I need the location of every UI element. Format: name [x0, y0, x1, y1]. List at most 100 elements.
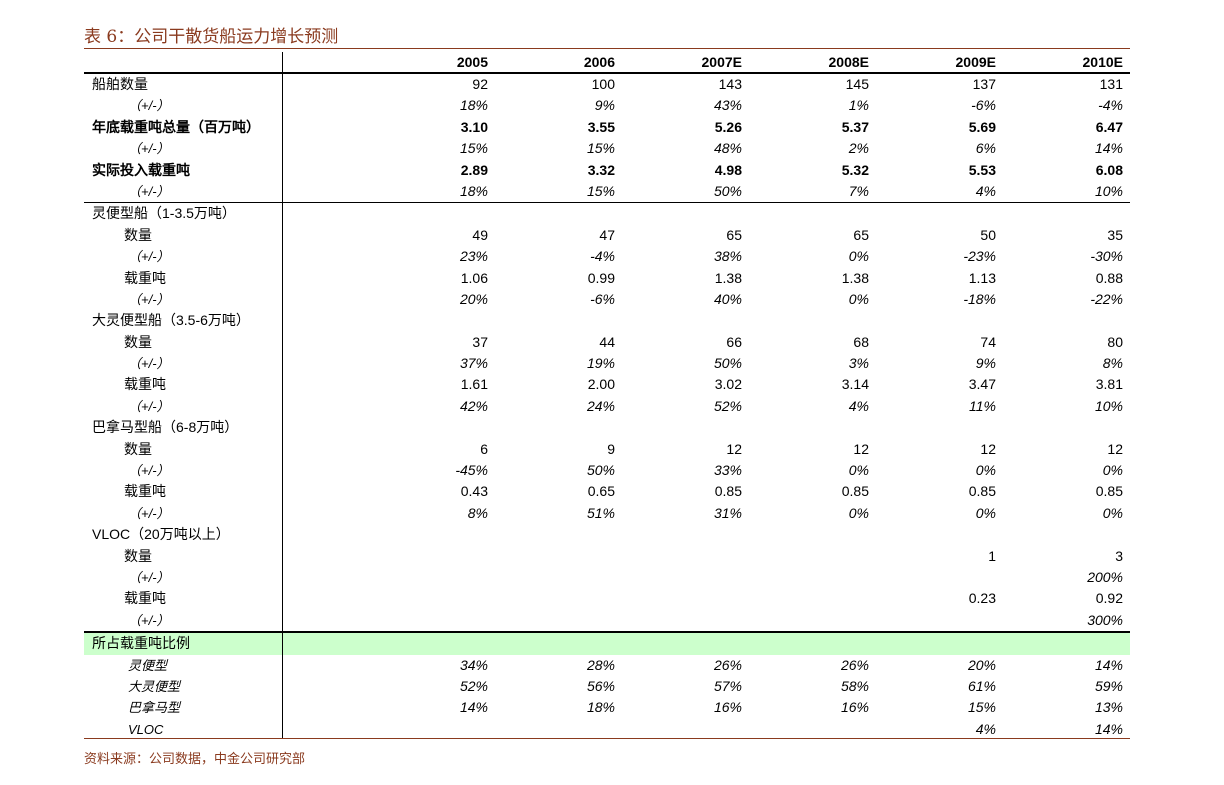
table-cell: 8% [467, 504, 488, 521]
table-cell: 0% [848, 290, 869, 307]
table-cell: 1.13 [968, 269, 996, 286]
table-cell: 4% [848, 397, 869, 414]
table-cell: 57% [713, 677, 742, 694]
table-cell: 49 [472, 226, 488, 243]
table-cell: 0.23 [968, 590, 996, 607]
year-header: 2008E [828, 54, 869, 70]
table-cell: 131 [1099, 76, 1123, 92]
table-cell: 3.10 [460, 118, 488, 135]
table-cell: 9% [975, 355, 996, 372]
table-row: 灵便型船（1-3.5万吨） [84, 203, 1130, 224]
table-cell: 1.38 [841, 269, 869, 286]
row-label: 载重吨 [124, 590, 166, 607]
table-cell: 1% [848, 97, 869, 114]
row-label: VLOC [128, 721, 164, 737]
row-label: 灵便型 [128, 657, 168, 673]
row-label: 船舶数量 [92, 76, 148, 92]
table-cell: 15% [459, 140, 488, 157]
table-cell: 5.26 [714, 118, 742, 135]
table-row: （+/-） 300% [84, 610, 1130, 631]
table-cell: 47 [599, 226, 615, 243]
table-row: VLOC（20万吨以上） [84, 524, 1130, 545]
row-label: VLOC（20万吨以上） [92, 526, 230, 543]
table-cell: 7% [848, 182, 869, 199]
table-cell: 8% [1102, 355, 1123, 372]
table-cell: 3.02 [714, 376, 742, 393]
table-cell: -4% [590, 248, 615, 265]
table-cell: 14% [1094, 720, 1123, 737]
table-cell: 0% [1102, 504, 1123, 521]
table-header-row: 2005 2006 2007E 2008E 2009E 2010E [84, 52, 1130, 74]
table-cell: 37% [459, 355, 488, 372]
table-cell: 0.43 [460, 483, 488, 500]
table-cell: 58% [840, 677, 869, 694]
table-cell: 3.81 [1095, 376, 1123, 393]
table-cell: 10% [1094, 397, 1123, 414]
table-cell: 200% [1087, 568, 1123, 585]
table-cell: 3 [1115, 547, 1123, 564]
table-cell: -6% [590, 290, 615, 307]
row-label: （+/-） [128, 98, 170, 114]
table-cell: 80 [1107, 333, 1123, 350]
row-label: （+/-） [128, 398, 170, 414]
row-label: 数量 [124, 333, 152, 350]
table-cell: 15% [586, 182, 615, 199]
year-header: 2006 [583, 54, 615, 70]
table-cell: 2.00 [587, 376, 615, 393]
table-cell: -22% [1090, 290, 1123, 307]
table-cell: 143 [718, 76, 742, 92]
table-cell: 16% [713, 699, 742, 716]
table-cell: 9 [607, 440, 615, 457]
table-cell: 24% [586, 397, 615, 414]
row-label: （+/-） [128, 569, 170, 585]
table-cell: 5.53 [968, 161, 996, 178]
table-cell: 14% [459, 699, 488, 716]
table-row: 年底载重吨总量（百万吨） 3.10 3.55 5.26 5.37 5.69 6.47 [84, 117, 1130, 138]
column-divider [282, 52, 283, 738]
row-label: （+/-） [128, 505, 170, 521]
row-label: 大灵便型 [128, 678, 181, 694]
table-row: 数量 6 9 12 12 12 12 [84, 439, 1130, 460]
table-cell: 1.38 [714, 269, 742, 286]
table-cell: 0.88 [1095, 269, 1123, 286]
table-cell: 19% [586, 355, 615, 372]
table-cell: 1 [988, 547, 996, 564]
year-header: 2005 [456, 54, 488, 70]
table-cell: 92 [472, 76, 488, 92]
table-cell: 31% [713, 504, 742, 521]
table-cell: 34% [459, 656, 488, 673]
row-label: （+/-） [128, 291, 170, 307]
table-cell: 15% [967, 699, 996, 716]
table-row: 载重吨 0.23 0.92 [84, 588, 1130, 609]
table-cell: 59% [1094, 677, 1123, 694]
row-label: （+/-） [128, 356, 170, 372]
table-cell: 300% [1087, 611, 1123, 628]
table-cell: 10% [1094, 182, 1123, 199]
table-cell: 28% [586, 656, 615, 673]
table-cell: 12 [853, 440, 869, 457]
table-cell: 61% [967, 677, 996, 694]
table-cell: 18% [459, 97, 488, 114]
table-cell: 0.85 [841, 483, 869, 500]
table-cell: 2% [848, 140, 869, 157]
table-cell: 3.47 [968, 376, 996, 393]
table-row: 巴拿马型船（6-8万吨） [84, 417, 1130, 438]
table-cell: 16% [840, 699, 869, 716]
table-cell: 100 [591, 76, 615, 92]
source-note: 资料来源：公司数据，中金公司研究部 [84, 752, 306, 767]
table-cell: 52% [713, 397, 742, 414]
table-row: 数量 37 44 66 68 74 80 [84, 332, 1130, 353]
table-cell: 0.85 [714, 483, 742, 500]
year-header: 2010E [1082, 54, 1123, 70]
title-divider [84, 48, 1130, 49]
table-cell: -6% [971, 97, 996, 114]
forecast-table: 2005 2006 2007E 2008E 2009E 2010E 船舶数量 92… [84, 52, 1130, 740]
table-cell: 43% [713, 97, 742, 114]
table-cell: 65 [726, 226, 742, 243]
table-row: 载重吨 1.06 0.99 1.38 1.38 1.13 0.88 [84, 268, 1130, 289]
table-cell: 9% [594, 97, 615, 114]
row-label: 年底载重吨总量（百万吨） [92, 118, 260, 135]
table-row: 灵便型 34% 28% 26% 26% 20% 14% [84, 655, 1130, 676]
table-cell: 3.32 [587, 161, 615, 178]
table-cell: 5.69 [968, 118, 996, 135]
